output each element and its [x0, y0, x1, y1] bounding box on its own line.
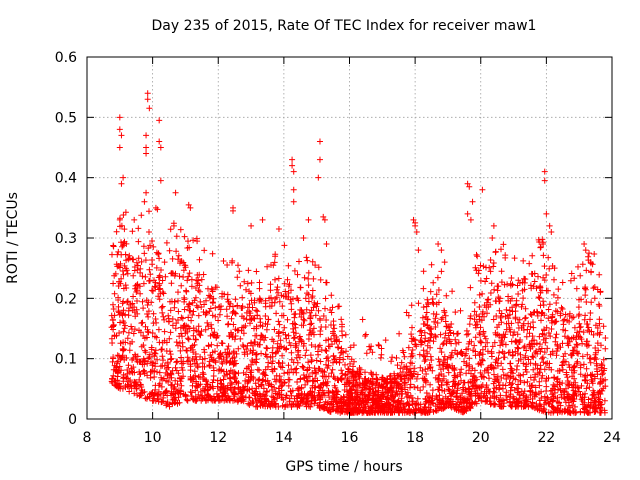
chart-title: Day 235 of 2015, Rate Of TEC Index for r… — [152, 18, 537, 34]
scatter-point — [467, 216, 474, 223]
scatter-point — [290, 186, 297, 193]
scatter-point — [316, 138, 323, 145]
scatter-point — [118, 132, 125, 139]
scatter-point — [146, 105, 153, 112]
scatter-point — [141, 198, 148, 205]
scatter-point — [290, 168, 297, 175]
y-tick-label: 0.4 — [55, 171, 77, 187]
x-tick-label: 10 — [144, 430, 162, 446]
y-tick-label: 0.3 — [55, 231, 77, 247]
scatter-point — [116, 144, 123, 151]
scatter-point — [187, 204, 194, 211]
scatter-point — [541, 177, 548, 184]
scatter-point — [464, 180, 471, 187]
scatter-point — [143, 132, 150, 139]
scatter-point — [156, 117, 163, 124]
scatter-point — [116, 216, 123, 223]
scatter-point — [116, 126, 123, 133]
scatter-point — [441, 259, 448, 266]
scatter-point — [581, 241, 588, 248]
scatter-point — [540, 241, 547, 248]
scatter-point — [541, 168, 548, 175]
scatter-point — [185, 201, 192, 208]
scatter-point — [143, 150, 150, 157]
scatter-point — [435, 241, 442, 248]
scatter-point — [289, 156, 296, 163]
scatter-point — [248, 222, 255, 229]
scatter-point — [275, 225, 282, 232]
scatter-point — [323, 241, 330, 248]
scatter-point — [490, 222, 497, 229]
scatter-point — [586, 250, 593, 257]
scatter-point — [116, 114, 123, 121]
scatter-point — [551, 265, 558, 272]
x-tick-label: 20 — [472, 430, 490, 446]
x-tick-label: 18 — [406, 430, 424, 446]
scatter-point — [143, 189, 150, 196]
scatter-point — [466, 183, 473, 190]
scatter-point-cloud — [108, 206, 609, 416]
scatter-point — [320, 213, 327, 220]
scatter-point — [120, 174, 127, 181]
y-tick-label: 0.1 — [55, 352, 77, 368]
scatter-point — [469, 198, 476, 205]
scatter-point — [305, 216, 312, 223]
scatter-point — [315, 174, 322, 181]
scatter-point — [321, 216, 328, 223]
scatter-point — [587, 259, 594, 266]
scatter-point — [548, 228, 555, 235]
scatter-point — [118, 180, 125, 187]
scatter-point — [144, 96, 151, 103]
scatter-point — [152, 204, 159, 211]
scatter-point — [362, 331, 369, 338]
y-tick-labels: 0 0.1 0.2 0.3 0.4 0.5 0.6 — [55, 50, 77, 428]
scatter-point — [172, 189, 179, 196]
x-tick-label: 24 — [603, 430, 621, 446]
y-tick-label: 0.6 — [55, 50, 77, 66]
scatter-point — [230, 207, 237, 214]
scatter-point — [413, 228, 420, 235]
scatter-point — [157, 144, 164, 151]
scatter-point — [410, 216, 417, 223]
scatter-point — [170, 222, 177, 229]
axis-ticks — [86, 56, 613, 420]
scatter-point — [415, 247, 422, 254]
x-tick-label: 22 — [537, 430, 555, 446]
scatter-point — [438, 247, 445, 254]
y-tick-label: 0.5 — [55, 110, 77, 126]
y-axis-label: ROTI / TECUs — [5, 192, 21, 284]
scatter-point — [366, 343, 373, 350]
scatter-point — [546, 222, 553, 229]
scatter-point — [157, 177, 164, 184]
scatter-point — [156, 138, 163, 145]
scatter-point — [412, 222, 419, 229]
scatter-point — [464, 210, 471, 217]
scatter-point — [144, 90, 151, 97]
scatter-point — [489, 235, 496, 241]
y-tick-label: 0.2 — [55, 291, 77, 307]
scatter-point — [289, 162, 296, 169]
scatter-point — [359, 316, 366, 323]
scatter-point — [316, 156, 323, 163]
scatter-point — [543, 210, 550, 217]
x-tick-label: 16 — [341, 430, 359, 446]
scatter-point — [595, 301, 602, 308]
scatter-point — [143, 144, 150, 151]
scatter-point — [479, 186, 486, 193]
scatter-point — [259, 216, 266, 223]
x-tick-labels: 8 10 12 14 16 18 20 22 24 — [83, 430, 621, 446]
x-tick-label: 14 — [275, 430, 293, 446]
scatter-point — [300, 235, 307, 241]
scatter-point — [582, 247, 589, 254]
y-tick-label: 0 — [68, 412, 77, 428]
scatter-points — [108, 90, 609, 416]
x-tick-label: 8 — [83, 430, 92, 446]
scatter-point — [290, 198, 297, 205]
x-axis-label: GPS time / hours — [285, 459, 402, 475]
x-tick-label: 12 — [209, 430, 227, 446]
